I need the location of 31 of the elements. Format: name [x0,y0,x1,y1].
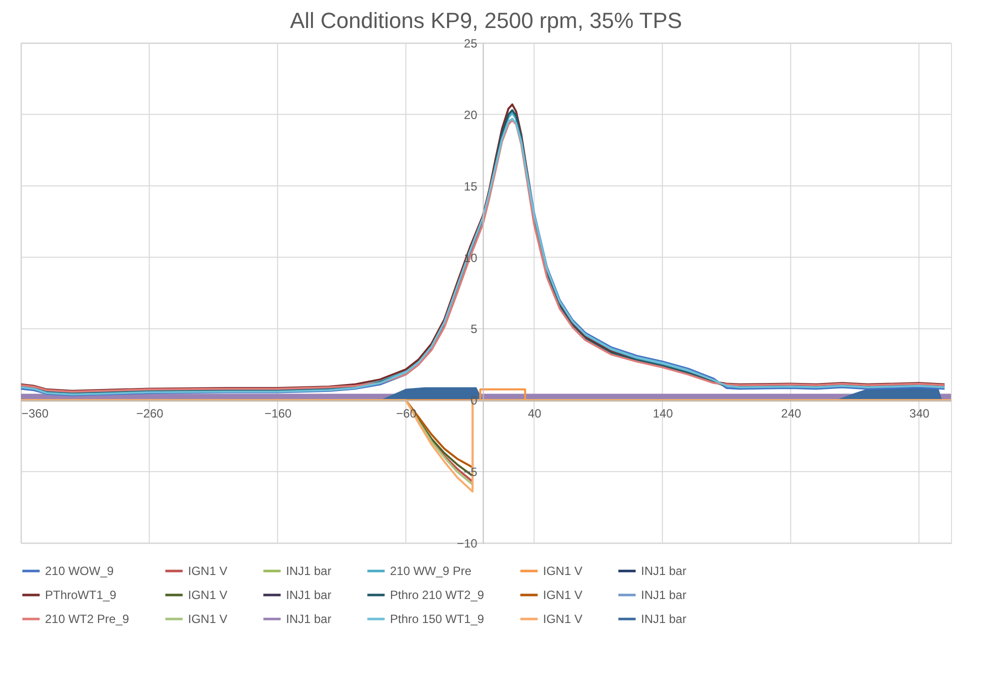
legend-label: IGN1 V [543,564,582,578]
legend-label: PThroWT1_9 [45,588,117,602]
legend-label: INJ1 bar [641,588,686,602]
y-tick-label: 20 [464,108,478,122]
y-tick-label: −10 [456,536,478,550]
legend-label: Pthro 210 WT2_9 [390,588,484,602]
y-tick-label: 25 [464,36,478,50]
y-tick-label: 15 [464,179,478,194]
legend-label: 210 WOW_9 [45,564,114,578]
x-tick-label: 340 [909,406,930,421]
x-tick-label: 140 [652,406,674,421]
legend-label: 210 WW_9 Pre [390,564,472,578]
x-tick-label: −360 [22,406,49,421]
x-tick-label: −260 [136,406,164,421]
x-tick-label: 40 [528,406,542,421]
legend-label: IGN1 V [543,612,582,626]
chart-title: All Conditions KP9, 2500 rpm, 35% TPS [290,8,682,33]
legend-label: 210 WT2 Pre_9 [45,612,130,626]
legend-label: INJ1 bar [641,612,686,626]
legend-label: IGN1 V [543,588,582,602]
y-tick-label: 5 [470,322,478,336]
legend-label: INJ1 bar [641,564,686,578]
legend-label: INJ1 bar [286,588,332,602]
legend-label: IGN1 V [188,588,228,602]
legend-label: IGN1 V [188,564,228,578]
legend-label: INJ1 bar [286,612,332,626]
legend-label: INJ1 bar [286,564,332,578]
legend-label: Pthro 150 WT1_9 [390,612,484,626]
legend-label: IGN1 V [188,612,228,626]
x-tick-label: −160 [264,406,292,421]
x-tick-label: 240 [781,406,802,421]
